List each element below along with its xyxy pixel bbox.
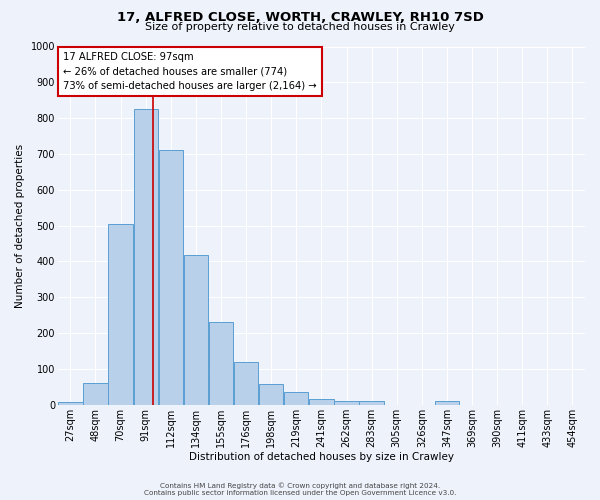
Bar bbox=[184, 255, 208, 405]
Bar bbox=[334, 401, 359, 405]
Bar bbox=[209, 322, 233, 405]
Text: 17, ALFRED CLOSE, WORTH, CRAWLEY, RH10 7SD: 17, ALFRED CLOSE, WORTH, CRAWLEY, RH10 7… bbox=[116, 11, 484, 24]
Text: Size of property relative to detached houses in Crawley: Size of property relative to detached ho… bbox=[145, 22, 455, 32]
Bar bbox=[435, 401, 459, 405]
Bar bbox=[134, 109, 158, 405]
Text: 17 ALFRED CLOSE: 97sqm
← 26% of detached houses are smaller (774)
73% of semi-de: 17 ALFRED CLOSE: 97sqm ← 26% of detached… bbox=[63, 52, 317, 92]
Bar bbox=[83, 384, 107, 405]
X-axis label: Distribution of detached houses by size in Crawley: Distribution of detached houses by size … bbox=[189, 452, 454, 462]
Bar bbox=[109, 224, 133, 405]
Y-axis label: Number of detached properties: Number of detached properties bbox=[15, 144, 25, 308]
Bar bbox=[58, 402, 83, 405]
Bar bbox=[309, 400, 334, 405]
Bar bbox=[234, 362, 258, 405]
Bar bbox=[158, 150, 183, 405]
Bar bbox=[359, 401, 384, 405]
Text: Contains public sector information licensed under the Open Government Licence v3: Contains public sector information licen… bbox=[144, 490, 456, 496]
Bar bbox=[259, 384, 283, 405]
Bar bbox=[284, 392, 308, 405]
Text: Contains HM Land Registry data © Crown copyright and database right 2024.: Contains HM Land Registry data © Crown c… bbox=[160, 482, 440, 489]
